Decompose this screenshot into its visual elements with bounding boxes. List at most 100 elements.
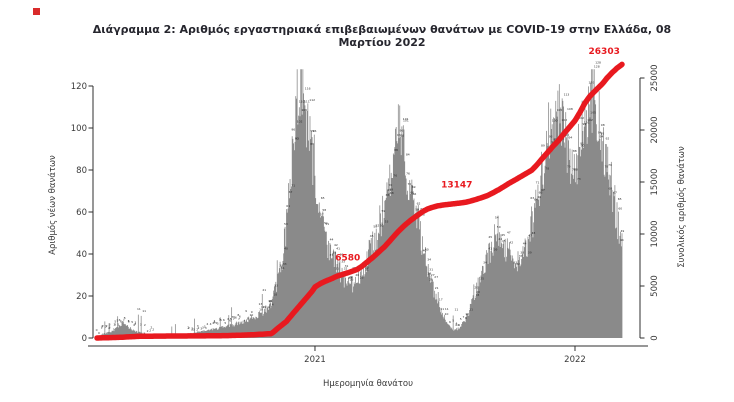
svg-text:20: 20 [476,290,480,294]
svg-text:0: 0 [96,328,98,332]
svg-text:2: 2 [191,327,193,331]
svg-text:2: 2 [108,326,110,330]
svg-text:3: 3 [114,323,116,327]
svg-text:3: 3 [113,323,115,327]
svg-text:3: 3 [109,322,111,326]
svg-text:47: 47 [507,231,511,235]
svg-text:4: 4 [457,323,459,327]
svg-text:78: 78 [574,168,578,172]
svg-text:95: 95 [311,129,315,133]
svg-text:38: 38 [332,250,336,254]
svg-text:7: 7 [238,317,240,321]
svg-text:108: 108 [567,107,573,111]
svg-text:5: 5 [217,321,219,325]
cumulative-annotation: 13147 [441,181,472,191]
svg-text:34: 34 [483,260,487,264]
svg-text:42: 42 [334,243,338,247]
svg-text:4: 4 [206,322,208,326]
svg-text:39: 39 [528,250,532,254]
svg-text:2: 2 [149,328,151,332]
svg-text:102: 102 [578,116,584,120]
svg-text:44: 44 [498,237,502,241]
svg-text:51: 51 [325,222,329,226]
svg-text:68: 68 [390,191,394,195]
svg-text:41: 41 [488,246,492,250]
svg-text:2: 2 [196,328,198,332]
svg-text:128: 128 [595,60,601,64]
svg-text:2: 2 [105,324,107,328]
svg-text:14: 14 [270,302,274,306]
svg-text:3: 3 [202,326,204,330]
x-axis-title: Ημερομηνία θανάτου [323,379,413,389]
svg-text:64: 64 [534,198,538,202]
svg-text:6: 6 [239,314,241,318]
svg-text:21: 21 [435,286,439,290]
svg-text:65: 65 [386,193,390,197]
svg-text:4: 4 [214,320,216,324]
svg-text:6: 6 [229,319,231,323]
svg-text:47: 47 [528,234,532,238]
svg-text:33: 33 [341,260,345,264]
svg-text:5: 5 [131,320,133,324]
svg-text:27: 27 [431,273,435,277]
svg-text:31: 31 [365,267,369,271]
svg-text:36: 36 [340,252,344,256]
svg-text:44: 44 [620,238,624,242]
svg-text:2: 2 [191,328,193,332]
svg-text:2: 2 [101,325,103,329]
svg-text:5: 5 [128,319,130,323]
svg-text:50: 50 [497,225,501,229]
svg-text:93: 93 [295,137,299,141]
chart-title: Διάγραμμα 2: Αριθμός εργαστηριακά επιβεβ… [92,23,672,49]
svg-text:26: 26 [429,278,433,282]
svg-text:71: 71 [536,181,540,185]
svg-text:89: 89 [310,142,314,146]
y-right-axis-title: Συνολικός αριθμός θανάτων [676,146,687,268]
svg-text:70: 70 [389,183,393,187]
svg-text:16: 16 [269,299,273,303]
svg-text:67: 67 [541,188,545,192]
cumulative-deaths-line [94,61,625,341]
svg-text:94: 94 [598,131,602,135]
svg-text:69: 69 [412,185,416,189]
svg-text:61: 61 [286,204,290,208]
svg-text:96: 96 [313,129,317,133]
svg-text:57: 57 [320,213,324,217]
svg-text:1: 1 [101,326,103,330]
svg-text:5: 5 [230,317,232,321]
svg-text:20: 20 [474,286,478,290]
svg-text:112: 112 [309,98,315,102]
svg-text:32: 32 [516,262,520,266]
svg-text:4: 4 [212,321,214,325]
svg-text:40: 40 [76,250,87,260]
svg-text:101: 101 [584,120,590,124]
svg-text:73: 73 [577,177,581,181]
svg-text:5: 5 [117,322,119,326]
svg-text:3: 3 [109,326,111,330]
svg-text:45: 45 [501,233,505,237]
svg-text:23: 23 [274,283,278,287]
svg-text:45: 45 [370,234,374,238]
svg-text:6: 6 [120,320,122,324]
svg-text:25000: 25000 [650,64,660,91]
svg-text:93: 93 [565,133,569,137]
svg-text:80: 80 [76,166,87,176]
svg-text:99: 99 [583,122,587,126]
svg-text:93: 93 [397,133,401,137]
svg-text:0: 0 [650,335,660,340]
svg-text:78: 78 [605,165,609,169]
svg-text:7: 7 [233,317,235,321]
svg-text:11: 11 [469,307,473,311]
svg-text:26: 26 [355,273,359,277]
svg-text:63: 63 [530,196,534,200]
svg-text:40: 40 [423,248,427,252]
svg-text:31: 31 [429,268,433,272]
svg-text:31: 31 [279,264,283,268]
svg-text:40: 40 [425,248,429,252]
svg-text:4: 4 [458,323,460,327]
svg-text:67: 67 [289,190,293,194]
svg-text:67: 67 [387,188,391,192]
svg-text:5: 5 [114,320,116,324]
svg-text:18: 18 [476,293,480,297]
